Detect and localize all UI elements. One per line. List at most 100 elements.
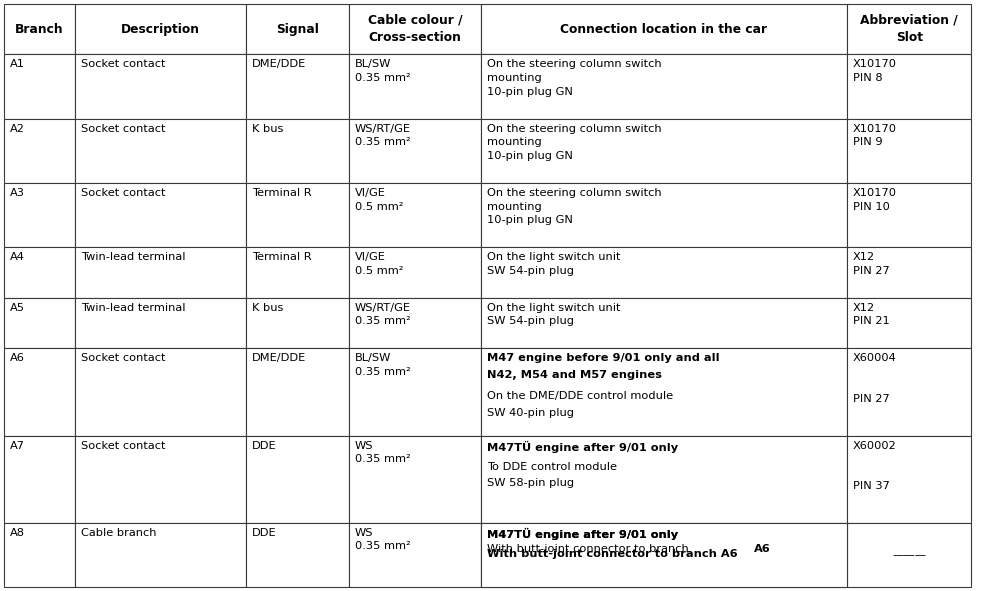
Bar — [847, 348, 971, 436]
Bar — [4, 183, 75, 247]
Bar — [4, 348, 75, 436]
Bar — [246, 298, 349, 348]
Bar — [4, 436, 75, 522]
Bar — [481, 183, 847, 247]
Text: Cable colour /
Cross-section: Cable colour / Cross-section — [367, 14, 462, 44]
Text: X10170
PIN 10: X10170 PIN 10 — [853, 188, 897, 212]
Bar — [847, 119, 971, 183]
Bar — [75, 298, 246, 348]
Text: X10170
PIN 9: X10170 PIN 9 — [853, 124, 897, 147]
Bar — [481, 4, 847, 54]
Bar — [349, 436, 481, 522]
Text: Cable branch: Cable branch — [82, 528, 157, 538]
Text: Description: Description — [121, 22, 200, 35]
Text: X12
PIN 21: X12 PIN 21 — [853, 303, 889, 326]
Bar — [4, 298, 75, 348]
Text: Abbreviation /
Slot: Abbreviation / Slot — [860, 14, 958, 44]
Bar — [847, 4, 971, 54]
Text: Socket contact: Socket contact — [82, 188, 165, 198]
Bar — [4, 247, 75, 298]
Bar — [4, 54, 75, 119]
Text: WS/RT/GE
0.35 mm²: WS/RT/GE 0.35 mm² — [355, 303, 411, 326]
Bar — [246, 183, 349, 247]
Text: WS/RT/GE
0.35 mm²: WS/RT/GE 0.35 mm² — [355, 124, 411, 147]
Bar — [75, 348, 246, 436]
Text: X60004


PIN 27: X60004 PIN 27 — [853, 353, 897, 404]
Text: A8: A8 — [10, 528, 25, 538]
Text: Socket contact: Socket contact — [82, 60, 165, 70]
Bar — [75, 247, 246, 298]
Text: A5: A5 — [10, 303, 25, 313]
Text: Signal: Signal — [276, 22, 319, 35]
Bar — [481, 247, 847, 298]
Text: Connection location in the car: Connection location in the car — [560, 22, 767, 35]
Bar — [246, 119, 349, 183]
Bar — [847, 436, 971, 522]
Text: WS
0.35 mm²: WS 0.35 mm² — [355, 440, 411, 464]
Text: K bus: K bus — [252, 303, 284, 313]
Bar — [481, 348, 847, 436]
Text: ———: ——— — [892, 550, 926, 560]
Text: DME/DDE: DME/DDE — [252, 353, 306, 363]
Bar — [75, 119, 246, 183]
Bar — [349, 348, 481, 436]
Bar — [847, 54, 971, 119]
Text: VI/GE
0.5 mm²: VI/GE 0.5 mm² — [355, 188, 403, 212]
Bar — [481, 522, 847, 587]
Text: Socket contact: Socket contact — [82, 440, 165, 450]
Bar — [246, 4, 349, 54]
Text: SW 58-pin plug: SW 58-pin plug — [487, 479, 574, 489]
Bar — [349, 4, 481, 54]
Bar — [847, 298, 971, 348]
Text: A6: A6 — [754, 544, 770, 554]
Text: With butt-joint connector to branch A6: With butt-joint connector to branch A6 — [487, 549, 738, 559]
Text: Socket contact: Socket contact — [82, 353, 165, 363]
Text: A6: A6 — [10, 353, 25, 363]
Text: X12
PIN 27: X12 PIN 27 — [853, 252, 889, 276]
Text: Twin-lead terminal: Twin-lead terminal — [82, 252, 186, 262]
Bar — [75, 54, 246, 119]
Bar — [349, 247, 481, 298]
Text: A1: A1 — [10, 60, 25, 70]
Text: On the steering column switch
mounting
10-pin plug GN: On the steering column switch mounting 1… — [487, 60, 661, 97]
Bar — [75, 436, 246, 522]
Bar — [349, 54, 481, 119]
Text: DME/DDE: DME/DDE — [252, 60, 306, 70]
Bar — [481, 436, 847, 522]
Bar — [847, 247, 971, 298]
Bar — [481, 119, 847, 183]
Text: Twin-lead terminal: Twin-lead terminal — [82, 303, 186, 313]
Text: SW 40-pin plug: SW 40-pin plug — [487, 408, 574, 418]
Text: To DDE control module: To DDE control module — [487, 462, 617, 472]
Text: Socket contact: Socket contact — [82, 124, 165, 134]
Text: VI/GE
0.5 mm²: VI/GE 0.5 mm² — [355, 252, 403, 276]
Bar — [349, 522, 481, 587]
Text: WS
0.35 mm²: WS 0.35 mm² — [355, 528, 411, 551]
Bar — [847, 183, 971, 247]
Bar — [75, 522, 246, 587]
Text: On the light switch unit
SW 54-pin plug: On the light switch unit SW 54-pin plug — [487, 252, 621, 276]
Text: On the steering column switch
mounting
10-pin plug GN: On the steering column switch mounting 1… — [487, 124, 661, 161]
Text: Branch: Branch — [16, 22, 64, 35]
Text: On the DME/DDE control module: On the DME/DDE control module — [487, 391, 673, 401]
Text: A7: A7 — [10, 440, 25, 450]
Bar — [246, 247, 349, 298]
Text: K bus: K bus — [252, 124, 284, 134]
Text: N42, M54 and M57 engines: N42, M54 and M57 engines — [487, 370, 662, 380]
Text: DDE: DDE — [252, 528, 277, 538]
Bar — [4, 522, 75, 587]
Text: M47TÜ engine after 9/01 only: M47TÜ engine after 9/01 only — [487, 440, 678, 453]
Text: BL/SW
0.35 mm²: BL/SW 0.35 mm² — [355, 60, 411, 83]
Text: On the light switch unit
SW 54-pin plug: On the light switch unit SW 54-pin plug — [487, 303, 621, 326]
Bar — [481, 54, 847, 119]
Bar — [246, 522, 349, 587]
Text: A4: A4 — [10, 252, 25, 262]
Bar — [75, 4, 246, 54]
Text: With butt-joint connector to branch: With butt-joint connector to branch — [487, 544, 692, 554]
Text: M47TÜ engine after 9/01 only: M47TÜ engine after 9/01 only — [487, 528, 678, 540]
Text: M47 engine before 9/01 only and all: M47 engine before 9/01 only and all — [487, 353, 719, 363]
Text: A3: A3 — [10, 188, 25, 198]
Bar — [4, 119, 75, 183]
Text: BL/SW
0.35 mm²: BL/SW 0.35 mm² — [355, 353, 411, 377]
Text: Terminal R: Terminal R — [252, 252, 312, 262]
